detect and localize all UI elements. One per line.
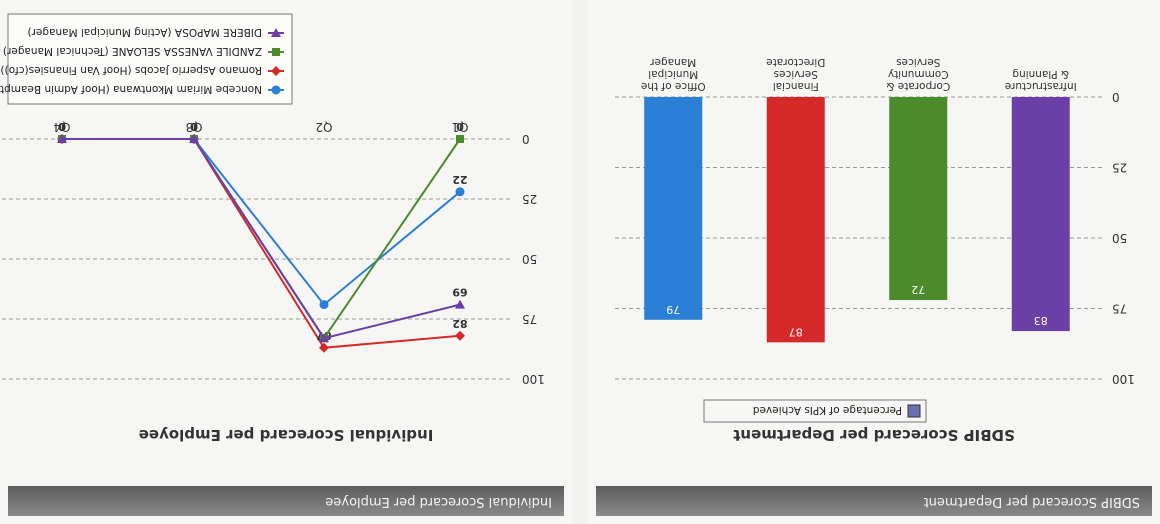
point-value-label: 22 [452,173,467,186]
x-tick-label: Q1 [451,120,468,134]
bar [766,97,825,343]
series-line [62,138,461,340]
bar [644,97,703,320]
series-line [62,138,461,341]
category-label: FinancialServicesDirectorate [766,56,825,92]
legend-label: ZANDILE VANESSA SELOANE (Technical Manag… [3,45,262,57]
y-tick-label: 25 [1112,161,1127,175]
legend-label: DIBERE MAPOSA (Acting Municipal Manager) [27,26,262,38]
series-point [271,66,281,76]
y-tick-label: 75 [522,312,537,326]
category-label-line: Office of the [641,80,706,92]
y-tick-label: 0 [1112,90,1120,104]
category-label-line: Community [888,68,949,80]
bar [1011,97,1070,332]
y-tick-label: 75 [1112,302,1127,316]
legend-label: Noncebe Miriam Mkontwana (Hoof Admin Bea… [0,83,262,95]
series-point [455,299,465,309]
y-tick-label: 50 [1112,231,1127,245]
series-point [319,342,329,353]
legend-label: Percentage of KPIs Achieved [753,404,902,416]
category-label-line: Manager [650,56,697,68]
series-point [455,330,465,341]
y-tick-label: 100 [1112,372,1135,386]
point-value-label: 0 [58,120,66,133]
series-point [456,135,464,143]
x-tick-label: Q4 [53,120,70,134]
category-label-line: Corporate & [886,80,950,92]
department-scorecard-panel: SDBIP Scorecard per Department SDBIP Sco… [588,0,1160,524]
category-label-line: Financial [773,80,819,92]
bar-value-label: 79 [666,303,680,316]
bar-value-label: 87 [789,325,803,338]
point-value-label: 69 [452,286,467,299]
point-value-label: 0 [190,120,198,133]
category-label: Office of theMunicipalManager [641,56,706,92]
series-point [319,333,329,343]
category-label-line: Infrastructure [1005,80,1077,92]
point-value-label: 0 [58,120,66,133]
series-point [57,134,67,143]
series-line [62,138,461,307]
y-tick-label: 0 [522,132,530,146]
series-point [319,300,329,310]
category-label: Corporate &CommunityServices [886,56,950,92]
y-tick-label: 100 [522,372,545,386]
category-label-line: Municipal [648,68,698,80]
point-value-label: 82 [452,317,467,330]
point-value-label: 0 [456,120,464,133]
category-label-line: Directorate [766,56,825,68]
category-label: Infrastructure& Planning [1005,68,1077,92]
point-value-label: 0 [190,120,198,133]
y-tick-label: 50 [522,252,537,266]
legend-label: Romano Asperrio Jacobs (Hoof Van Finansi… [0,64,262,76]
category-label-line: Services [896,56,940,68]
bar-value-label: 83 [1034,314,1048,327]
legend-box [703,399,927,423]
category-label-line: Services [774,68,818,80]
bar [889,97,948,301]
series-point [455,187,465,197]
x-tick-label: Q3 [185,120,202,134]
bar-value-label: 72 [911,283,925,296]
legend-swatch [907,404,921,418]
point-value-label: 0 [58,120,66,133]
legend-box [7,13,293,105]
point-value-label: 0 [190,120,198,133]
y-tick-label: 25 [522,192,537,206]
x-tick-label: Q2 [315,120,332,134]
department-bar-chart: Percentage of KPIs Achieved 0 25 50 75 100 79 O… [612,56,1135,423]
series-point [272,48,280,56]
series-point [271,28,281,37]
employee-scorecard-panel: Individual Scorecard per Employee Indivi… [0,0,572,524]
employee-line-chart: 0255075100Q1Q2Q3Q422008287000006900Nonce… [0,13,545,386]
series-point [271,85,281,95]
point-value-label: 0 [58,120,66,133]
category-label-line: & Planning [1012,68,1069,80]
series-point [189,134,199,143]
point-value-label: 0 [190,120,198,133]
